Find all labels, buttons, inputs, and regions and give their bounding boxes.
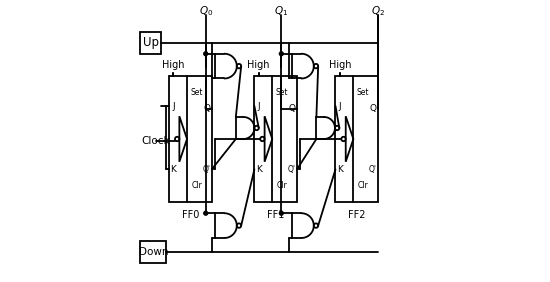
Text: Clr: Clr [358,181,368,190]
Bar [140,241,167,263]
Text: $Q_1$: $Q_1$ [274,4,288,18]
Text: Clr: Clr [191,181,202,190]
Text: K: K [170,165,177,174]
Text: Q: Q [370,104,377,113]
Text: Up: Up [142,36,158,49]
Text: High: High [248,60,270,70]
Text: FF1: FF1 [267,210,284,220]
Text: J: J [257,102,260,111]
Circle shape [204,52,208,56]
Text: $Q_2$: $Q_2$ [371,4,385,18]
Bar [336,76,378,202]
Circle shape [204,211,208,215]
Text: Clr: Clr [277,181,288,190]
Text: Clock: Clock [142,136,170,146]
Text: FF0: FF0 [182,210,199,220]
Circle shape [279,52,283,56]
Text: Q': Q' [288,165,296,174]
Text: Q: Q [203,104,210,113]
Bar [140,32,161,54]
Bar [169,76,212,202]
Text: J: J [172,102,175,111]
Text: Q': Q' [202,165,211,174]
Text: Q: Q [288,104,295,113]
Text: High: High [328,60,351,70]
Text: High: High [162,60,185,70]
Text: J: J [338,102,341,111]
Text: Set: Set [191,88,203,97]
Text: K: K [337,165,343,174]
Text: Down: Down [139,247,168,257]
Text: Q': Q' [369,165,377,174]
Bar [255,76,297,202]
Circle shape [279,211,283,215]
Text: FF2: FF2 [348,210,366,220]
Text: K: K [256,165,262,174]
Text: Set: Set [276,88,288,97]
Text: Set: Set [357,88,370,97]
Text: $Q_0$: $Q_0$ [199,4,213,18]
